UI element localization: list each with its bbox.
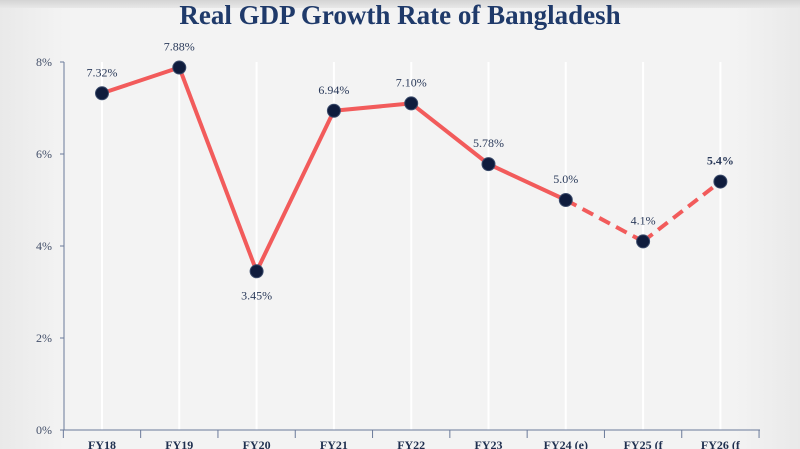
data-label: 4.1% [631,213,656,227]
data-point [404,96,419,111]
data-label: 3.45% [241,288,272,302]
actual-segment [177,66,259,273]
data-point [713,174,728,189]
data-point [481,157,496,172]
x-tick-label: FY18 [88,438,116,449]
y-tick-label: 6% [36,147,52,161]
y-tick-label: 0% [36,423,52,437]
y-tick-label: 4% [36,239,52,253]
x-tick-label: FY24 (e) [544,438,588,449]
forecast-segment [641,180,722,243]
top-border [0,0,800,8]
x-tick-label: FY19 [165,438,193,449]
actual-segment [101,65,180,96]
x-tick-label: FY26 (f [701,438,741,449]
series-line [101,65,722,273]
y-tick-label: 2% [36,331,52,345]
data-point [558,193,573,207]
chart-title: Real GDP Growth Rate of Bangladesh [179,0,621,30]
data-point [326,103,341,118]
actual-segment [254,109,336,273]
data-label: 5.4% [707,154,734,168]
x-tick-label: FY20 [243,438,271,449]
y-tick-label: 8% [36,55,52,69]
data-label: 5.78% [473,136,504,150]
grid-lines [101,62,722,430]
data-point [636,234,651,249]
x-tick-label: FY25 (f [624,438,664,449]
forecast-segment [564,198,645,244]
data-point [95,86,109,101]
data-labels: 7.32% 7.88% 3.45% 6.94% 7.10% 5.78% 5.0% 4.1% 5.… [87,40,734,303]
actual-segment [409,101,490,166]
x-tick-label: FY23 [475,438,503,449]
data-points [95,60,728,279]
data-point [249,264,264,279]
actual-segment [333,101,412,113]
actual-segment [487,162,567,202]
data-label: 6.94% [318,83,349,97]
data-label: 5.0% [553,172,578,186]
data-label: 7.10% [396,75,427,89]
data-label: 7.32% [87,65,118,79]
x-tick-label: FY22 [397,438,425,449]
x-tick-label: FY21 [320,438,348,449]
data-point [172,60,187,75]
data-label: 7.88% [164,40,195,54]
axes: 0% 2% 4% 6% 8% FY18 FY19 FY20 FY21 FY22 FY23 FY24 (… [36,55,760,449]
